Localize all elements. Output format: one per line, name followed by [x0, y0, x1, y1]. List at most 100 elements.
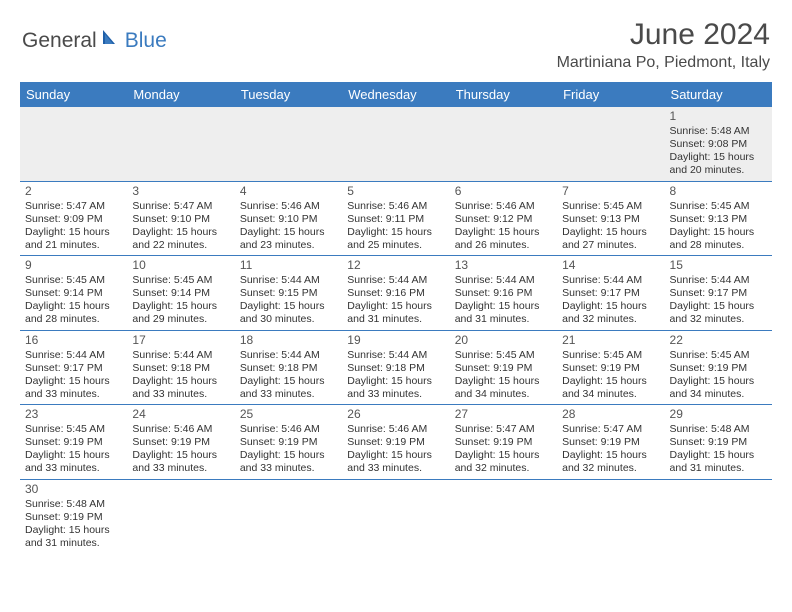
month-title: June 2024	[557, 18, 770, 52]
day-header: Wednesday	[342, 82, 449, 107]
calendar-day-cell: 20Sunrise: 5:45 AMSunset: 9:19 PMDayligh…	[450, 330, 557, 405]
day-header: Monday	[127, 82, 234, 107]
day-number: 22	[670, 333, 767, 348]
day-number: 14	[562, 258, 659, 273]
calendar-week-row: 23Sunrise: 5:45 AMSunset: 9:19 PMDayligh…	[20, 405, 772, 480]
sunrise-text: Sunrise: 5:46 AM	[240, 200, 337, 213]
day-header: Tuesday	[235, 82, 342, 107]
daylight-text: and 32 minutes.	[670, 313, 767, 326]
sunrise-text: Sunrise: 5:45 AM	[562, 200, 659, 213]
day-header: Thursday	[450, 82, 557, 107]
day-number: 17	[132, 333, 229, 348]
day-number: 16	[25, 333, 122, 348]
daylight-text: and 33 minutes.	[132, 388, 229, 401]
daylight-text: and 23 minutes.	[240, 239, 337, 252]
daylight-text: Daylight: 15 hours	[347, 375, 444, 388]
calendar-week-row: 9Sunrise: 5:45 AMSunset: 9:14 PMDaylight…	[20, 256, 772, 331]
calendar-week-row: 30Sunrise: 5:48 AMSunset: 9:19 PMDayligh…	[20, 479, 772, 553]
day-number: 13	[455, 258, 552, 273]
calendar-day-cell: 6Sunrise: 5:46 AMSunset: 9:12 PMDaylight…	[450, 181, 557, 256]
calendar-day-cell: 21Sunrise: 5:45 AMSunset: 9:19 PMDayligh…	[557, 330, 664, 405]
sunrise-text: Sunrise: 5:45 AM	[25, 274, 122, 287]
day-number: 23	[25, 407, 122, 422]
daylight-text: Daylight: 15 hours	[240, 449, 337, 462]
sunrise-text: Sunrise: 5:47 AM	[455, 423, 552, 436]
calendar-day-cell: 29Sunrise: 5:48 AMSunset: 9:19 PMDayligh…	[665, 405, 772, 480]
day-number: 5	[347, 184, 444, 199]
day-number: 26	[347, 407, 444, 422]
sunset-text: Sunset: 9:19 PM	[347, 436, 444, 449]
sunrise-text: Sunrise: 5:45 AM	[455, 349, 552, 362]
daylight-text: Daylight: 15 hours	[562, 226, 659, 239]
sunset-text: Sunset: 9:18 PM	[347, 362, 444, 375]
daylight-text: and 34 minutes.	[562, 388, 659, 401]
day-number: 18	[240, 333, 337, 348]
sunset-text: Sunset: 9:19 PM	[240, 436, 337, 449]
sunset-text: Sunset: 9:18 PM	[132, 362, 229, 375]
calendar-day-cell: 27Sunrise: 5:47 AMSunset: 9:19 PMDayligh…	[450, 405, 557, 480]
calendar-day-cell: 16Sunrise: 5:44 AMSunset: 9:17 PMDayligh…	[20, 330, 127, 405]
daylight-text: and 28 minutes.	[670, 239, 767, 252]
calendar-week-row: 1Sunrise: 5:48 AMSunset: 9:08 PMDaylight…	[20, 107, 772, 181]
daylight-text: and 22 minutes.	[132, 239, 229, 252]
calendar-day-cell: 8Sunrise: 5:45 AMSunset: 9:13 PMDaylight…	[665, 181, 772, 256]
calendar-day-cell: 10Sunrise: 5:45 AMSunset: 9:14 PMDayligh…	[127, 256, 234, 331]
daylight-text: Daylight: 15 hours	[455, 300, 552, 313]
day-number: 29	[670, 407, 767, 422]
sunrise-text: Sunrise: 5:44 AM	[240, 274, 337, 287]
daylight-text: and 33 minutes.	[240, 462, 337, 475]
calendar-day-cell	[20, 107, 127, 181]
day-number: 8	[670, 184, 767, 199]
daylight-text: Daylight: 15 hours	[25, 300, 122, 313]
day-number: 24	[132, 407, 229, 422]
calendar-day-cell	[557, 479, 664, 553]
sunset-text: Sunset: 9:16 PM	[347, 287, 444, 300]
sunset-text: Sunset: 9:13 PM	[562, 213, 659, 226]
calendar-day-cell	[342, 479, 449, 553]
day-number: 27	[455, 407, 552, 422]
daylight-text: Daylight: 15 hours	[670, 449, 767, 462]
sunrise-text: Sunrise: 5:44 AM	[132, 349, 229, 362]
day-number: 3	[132, 184, 229, 199]
calendar-day-cell: 28Sunrise: 5:47 AMSunset: 9:19 PMDayligh…	[557, 405, 664, 480]
day-number: 12	[347, 258, 444, 273]
sunset-text: Sunset: 9:17 PM	[670, 287, 767, 300]
sunset-text: Sunset: 9:17 PM	[562, 287, 659, 300]
daylight-text: Daylight: 15 hours	[25, 226, 122, 239]
daylight-text: and 33 minutes.	[347, 462, 444, 475]
day-number: 10	[132, 258, 229, 273]
sunrise-text: Sunrise: 5:47 AM	[562, 423, 659, 436]
daylight-text: Daylight: 15 hours	[455, 226, 552, 239]
sunset-text: Sunset: 9:09 PM	[25, 213, 122, 226]
sunset-text: Sunset: 9:13 PM	[670, 213, 767, 226]
sunrise-text: Sunrise: 5:47 AM	[132, 200, 229, 213]
daylight-text: and 26 minutes.	[455, 239, 552, 252]
calendar-day-cell: 17Sunrise: 5:44 AMSunset: 9:18 PMDayligh…	[127, 330, 234, 405]
day-number: 30	[25, 482, 122, 497]
calendar-table: Sunday Monday Tuesday Wednesday Thursday…	[20, 82, 772, 553]
calendar-day-cell: 18Sunrise: 5:44 AMSunset: 9:18 PMDayligh…	[235, 330, 342, 405]
daylight-text: Daylight: 15 hours	[670, 151, 767, 164]
logo-text-general: General	[22, 29, 97, 53]
calendar-day-cell: 1Sunrise: 5:48 AMSunset: 9:08 PMDaylight…	[665, 107, 772, 181]
calendar-day-cell: 22Sunrise: 5:45 AMSunset: 9:19 PMDayligh…	[665, 330, 772, 405]
daylight-text: Daylight: 15 hours	[347, 449, 444, 462]
day-number: 28	[562, 407, 659, 422]
sunrise-text: Sunrise: 5:44 AM	[240, 349, 337, 362]
daylight-text: Daylight: 15 hours	[25, 375, 122, 388]
calendar-day-cell	[127, 107, 234, 181]
calendar-day-cell: 12Sunrise: 5:44 AMSunset: 9:16 PMDayligh…	[342, 256, 449, 331]
calendar-day-cell: 13Sunrise: 5:44 AMSunset: 9:16 PMDayligh…	[450, 256, 557, 331]
daylight-text: and 29 minutes.	[132, 313, 229, 326]
day-number: 1	[670, 109, 767, 124]
daylight-text: Daylight: 15 hours	[132, 449, 229, 462]
calendar-day-cell	[127, 479, 234, 553]
sunrise-text: Sunrise: 5:45 AM	[670, 349, 767, 362]
sunset-text: Sunset: 9:12 PM	[455, 213, 552, 226]
calendar-day-cell: 15Sunrise: 5:44 AMSunset: 9:17 PMDayligh…	[665, 256, 772, 331]
sunset-text: Sunset: 9:14 PM	[25, 287, 122, 300]
sunset-text: Sunset: 9:14 PM	[132, 287, 229, 300]
daylight-text: Daylight: 15 hours	[670, 375, 767, 388]
calendar-day-cell: 14Sunrise: 5:44 AMSunset: 9:17 PMDayligh…	[557, 256, 664, 331]
sunrise-text: Sunrise: 5:47 AM	[25, 200, 122, 213]
